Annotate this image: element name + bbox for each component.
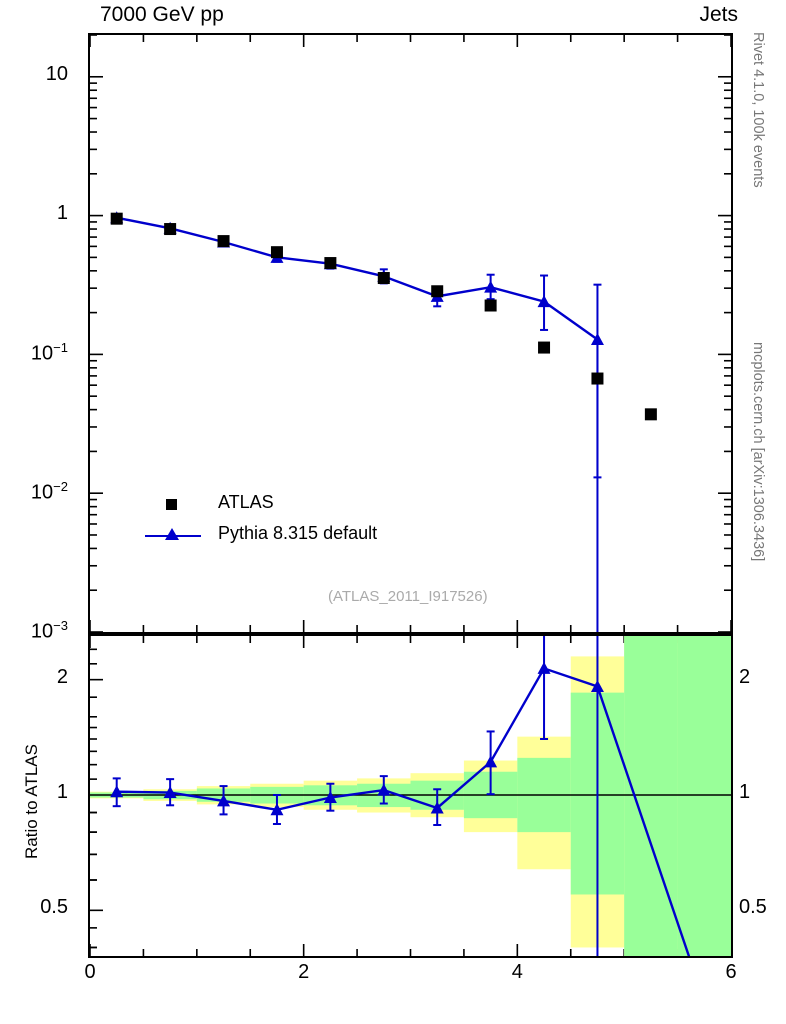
data-marker-square [484,299,497,312]
ratio-plot-canvas [90,636,731,956]
mc-line-main [116,216,599,341]
mc-marker-triangle [484,280,498,293]
data-marker-square [164,223,177,236]
data-marker-square [324,257,337,270]
ratio-plot-panel [88,634,733,958]
y-tick-label-main: 10−3 [30,618,68,643]
main-plot-canvas [89,34,732,645]
y-tick-label-main: 10 [45,62,68,85]
square-marker-icon [166,499,177,510]
mc-marker-triangle-ratio [110,785,124,798]
ratio-band-inner [677,636,731,956]
y-tick-label-ratio: 2 [56,665,68,688]
data-marker-square [217,235,230,248]
mc-marker-triangle-ratio [270,803,284,816]
x-tick-label: 4 [511,961,523,983]
side-caption-rivet-version: Rivet 4.1.0, 100k events [750,32,766,188]
y-tick-label-main: 10−1 [30,340,68,366]
main-plot-panel [88,33,733,645]
analysis-id-watermark: (ATLAS_2011_I917526) [328,588,488,605]
mc-marker-triangle-ratio [217,794,231,807]
y-tick-label-ratio: 1 [56,780,68,803]
mc-marker-triangle-ratio [590,679,604,692]
mc-marker-triangle-ratio [323,791,337,804]
y-tick-label-ratio-right: 1 [739,780,751,803]
x-tick-label: 6 [725,961,737,983]
mc-marker-triangle [537,295,551,308]
y-tick-label-main: 1 [56,201,68,224]
x-tick-label: 2 [298,961,310,983]
mc-marker-triangle-ratio [484,755,498,768]
data-marker-square [431,285,444,298]
y-tick-label-ratio-right: 0.5 [739,896,767,919]
mc-marker-triangle [590,333,604,346]
triangle-marker-icon [165,528,179,540]
legend-label-pythia: Pythia 8.315 default [218,523,378,543]
data-marker-square [538,341,551,354]
mc-marker-triangle-ratio [163,786,177,799]
side-caption-mcplots-ref: mcplots.cern.ch [arXiv:1306.3436] [750,342,766,562]
y-tick-label-main: 10−2 [30,479,68,504]
y-tick-label-ratio: 0.5 [40,896,68,919]
ratio-axis-title: Ratio to ATLAS [22,744,41,859]
data-marker-square [644,408,657,421]
data-marker-square [270,246,283,259]
mc-marker-triangle-ratio [537,661,551,674]
mc-marker-triangle-ratio [377,783,391,796]
data-marker-square [110,212,123,225]
x-tick-label: 0 [84,961,96,983]
mc-marker-triangle-ratio [430,801,444,814]
data-marker-square [377,272,390,285]
data-marker-square [591,372,604,385]
y-tick-label-ratio-right: 2 [739,665,751,688]
legend-label-atlas: ATLAS [218,492,274,512]
header-left-beam-label: 7000 GeV pp [100,3,224,26]
header-right-category-label: Jets [699,3,738,26]
ratio-band-inner [624,636,678,956]
